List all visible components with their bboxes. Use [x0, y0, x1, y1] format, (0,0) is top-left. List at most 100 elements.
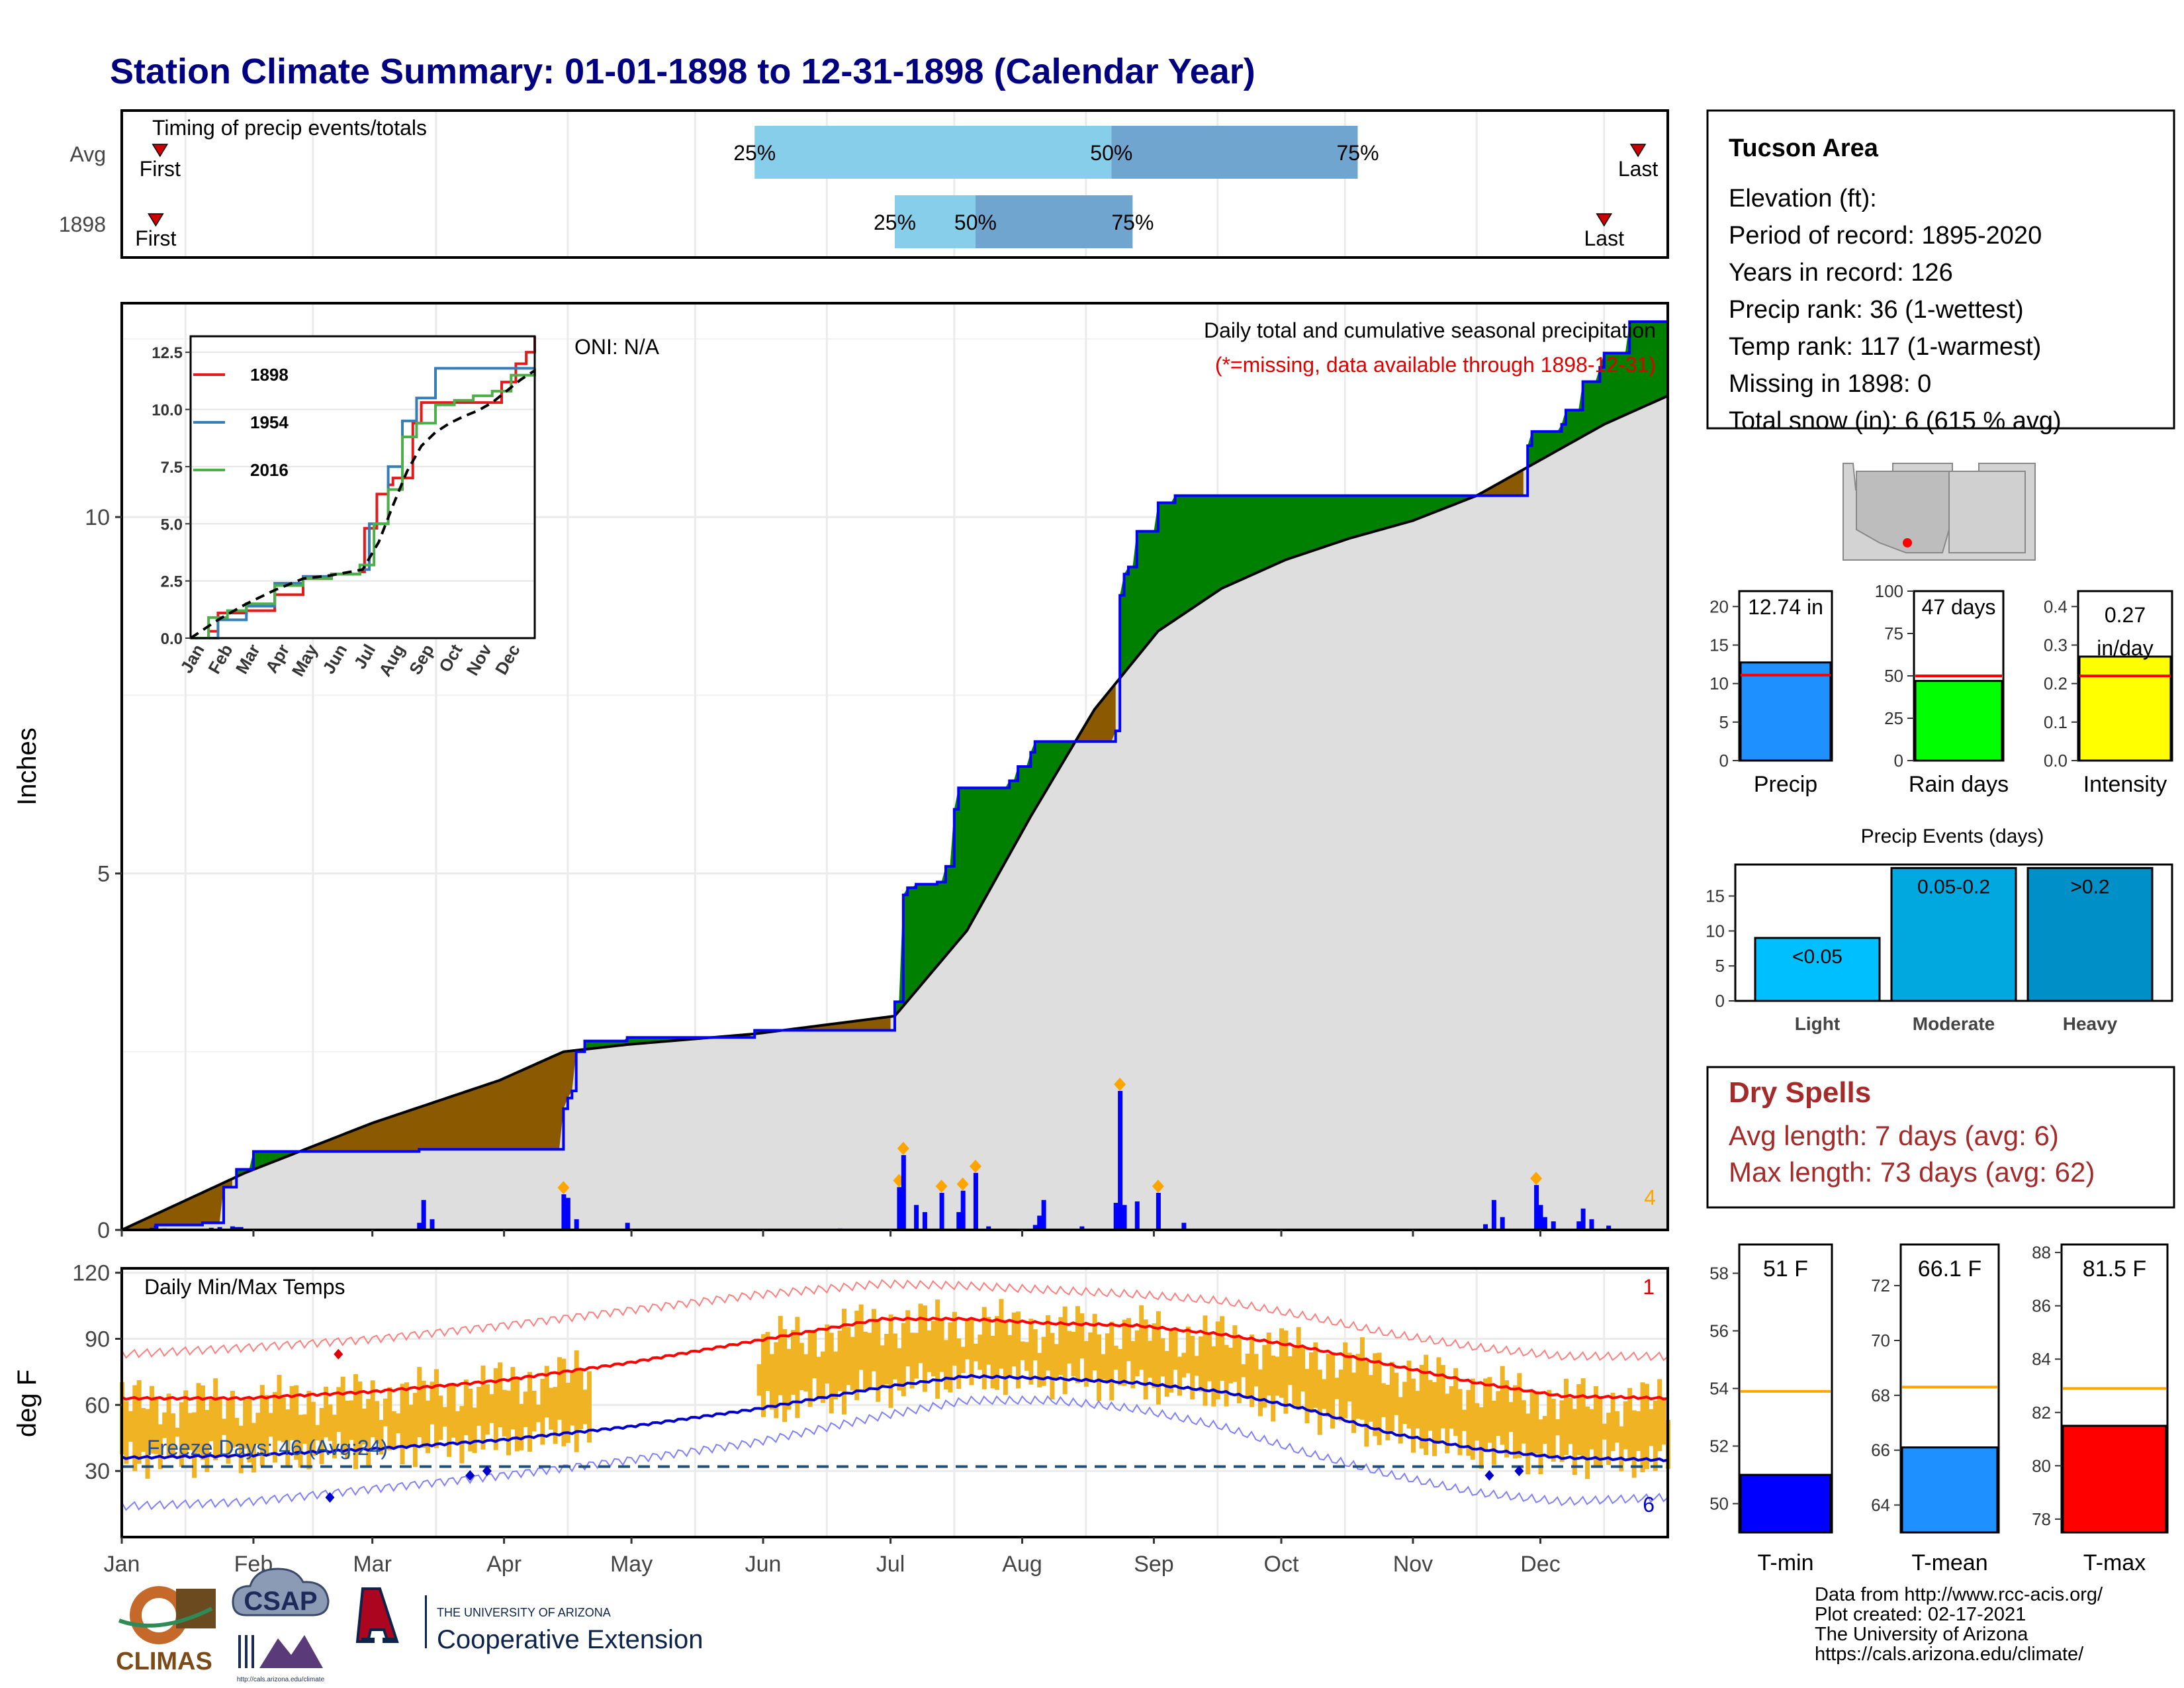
daily-precip-bar — [939, 1193, 944, 1230]
summary-category-label: T-mean — [1911, 1550, 1987, 1575]
daily-temp-range-bar — [200, 1385, 205, 1460]
missing-note: (*=missing, data available through 1898-… — [1215, 353, 1656, 377]
daily-temp-range-bar — [361, 1408, 367, 1445]
daily-temp-range-bar — [905, 1310, 911, 1367]
summary-ytick-label: 66 — [1871, 1440, 1890, 1460]
footer-line: Plot created: 02-17-2021 — [1815, 1604, 2026, 1625]
daily-temp-range-bar — [285, 1409, 291, 1466]
daily-temp-range-bar — [531, 1391, 537, 1432]
daily-temp-range-bar — [897, 1348, 902, 1391]
summary-bar — [2062, 1425, 2167, 1534]
daily-temp-range-bar — [799, 1342, 804, 1390]
summary-value-label: 0.27 — [2105, 603, 2146, 627]
daily-temp-range-bar — [1504, 1380, 1510, 1458]
daily-temp-range-bar — [1542, 1416, 1547, 1444]
daily-temp-range-bar — [909, 1333, 915, 1389]
daily-precip-bar — [1542, 1217, 1547, 1230]
daily-temp-range-bar — [1326, 1354, 1331, 1417]
station-info-line: Precip rank: 36 (1-wettest) — [1729, 296, 2024, 324]
daily-temp-range-bar — [901, 1323, 906, 1397]
daily-temp-range-bar — [289, 1385, 295, 1440]
daily-precip-bar — [1576, 1221, 1582, 1230]
daily-temp-range-bar — [400, 1383, 405, 1465]
daily-temp-range-bar — [162, 1412, 167, 1438]
daily-temp-range-bar — [1253, 1354, 1259, 1387]
daily-temp-range-bar — [1194, 1356, 1199, 1376]
daily-temp-range-bar — [1199, 1336, 1204, 1392]
daily-precip-bar — [1483, 1224, 1488, 1230]
summary-category-label: Precip — [1754, 772, 1817, 797]
daily-temp-range-bar — [1067, 1331, 1072, 1364]
daily-temp-range-bar — [1661, 1397, 1666, 1445]
daily-temp-range-bar — [544, 1366, 549, 1418]
temp-ytick-label: 30 — [85, 1459, 110, 1484]
daily-temp-range-bar — [1606, 1413, 1612, 1465]
summary-value-label: 12.74 in — [1748, 595, 1823, 619]
daily-temp-range-bar — [1653, 1400, 1658, 1472]
timing-row-label-year: 1898 — [59, 212, 106, 236]
daily-temp-range-bar — [803, 1354, 809, 1392]
timing-first-last-label: First — [140, 157, 181, 181]
daily-temp-range-bar — [179, 1402, 184, 1467]
daily-temp-range-bar — [391, 1411, 396, 1449]
snow-marker — [1152, 1180, 1164, 1193]
daily-temp-range-bar — [171, 1413, 176, 1458]
daily-temp-range-bar — [1330, 1352, 1336, 1429]
oni-label: ONI: N/A — [574, 335, 660, 359]
daily-temp-range-bar — [1228, 1347, 1233, 1383]
daily-temp-range-bar — [1563, 1378, 1569, 1456]
station-location-marker — [1903, 538, 1912, 547]
daily-temp-range-bar — [1250, 1335, 1255, 1407]
daily-temp-range-bar — [535, 1405, 541, 1423]
daily-temp-range-bar — [973, 1343, 978, 1362]
events-title: Precip Events (days) — [1861, 825, 2044, 847]
daily-temp-range-bar — [234, 1417, 240, 1447]
daily-temp-range-bar — [298, 1415, 303, 1468]
daily-temp-range-bar — [1007, 1335, 1013, 1376]
daily-temp-range-bar — [1296, 1327, 1301, 1411]
summary-ytick-label: 0 — [1719, 751, 1729, 771]
events-ytick-label: 5 — [1715, 956, 1725, 976]
daily-precip-bar — [914, 1205, 919, 1230]
daily-temp-range-bar — [128, 1411, 133, 1442]
daily-temp-range-bar — [1160, 1338, 1165, 1377]
daily-temp-range-bar — [1317, 1370, 1322, 1435]
daily-temp-range-bar — [1525, 1413, 1531, 1475]
month-label: Oct — [1264, 1552, 1299, 1577]
daily-temp-range-bar — [1041, 1336, 1046, 1386]
snow-marker — [956, 1177, 969, 1191]
summary-value-label: 81.5 F — [2083, 1256, 2146, 1282]
snow-marker — [1530, 1172, 1543, 1186]
normal-min-line — [121, 1374, 1668, 1462]
summary-ytick-label: 70 — [1871, 1331, 1890, 1350]
daily-temp-range-bar — [357, 1382, 363, 1454]
summary-value-label: 51 F — [1763, 1256, 1808, 1282]
daily-temp-range-bar — [1457, 1389, 1463, 1456]
inset-series-line — [189, 369, 536, 639]
daily-precip-bar — [1118, 1091, 1123, 1230]
daily-temp-range-bar — [1598, 1396, 1603, 1466]
daily-temp-range-bar — [1028, 1319, 1034, 1385]
record-low-marker — [1514, 1466, 1524, 1477]
summary-ytick-label: 50 — [1709, 1494, 1729, 1514]
daily-temp-range-bar — [1071, 1331, 1076, 1376]
daily-temp-range-bar — [379, 1420, 384, 1455]
daily-temp-range-bar — [1003, 1322, 1008, 1395]
daily-temp-range-bar — [939, 1318, 944, 1372]
temp-summary-bars: 50 52 54 56 58 64 66 68 70 72 78 80 82 84 86 88 51 F T-mi… — [1709, 1243, 2169, 1575]
daily-temp-range-bar — [1640, 1382, 1645, 1473]
summary-ytick-label: 0.3 — [2044, 635, 2068, 655]
daily-temp-range-bar — [948, 1322, 953, 1393]
daily-temp-range-bar — [1122, 1319, 1127, 1386]
daily-temp-range-bar — [310, 1401, 316, 1456]
daily-temp-range-bar — [1572, 1409, 1577, 1476]
timing-first-last-label: Last — [1618, 157, 1659, 181]
daily-temp-range-bar — [1445, 1393, 1450, 1454]
month-label: Mar — [353, 1552, 392, 1577]
month-label: Jul — [876, 1552, 905, 1577]
timing-marker-triangle — [1596, 213, 1613, 227]
daily-temp-range-bar — [1394, 1372, 1399, 1415]
daily-temp-range-bar — [1466, 1389, 1471, 1456]
daily-temp-range-bar — [1304, 1369, 1310, 1424]
month-label: Sep — [1134, 1552, 1174, 1577]
